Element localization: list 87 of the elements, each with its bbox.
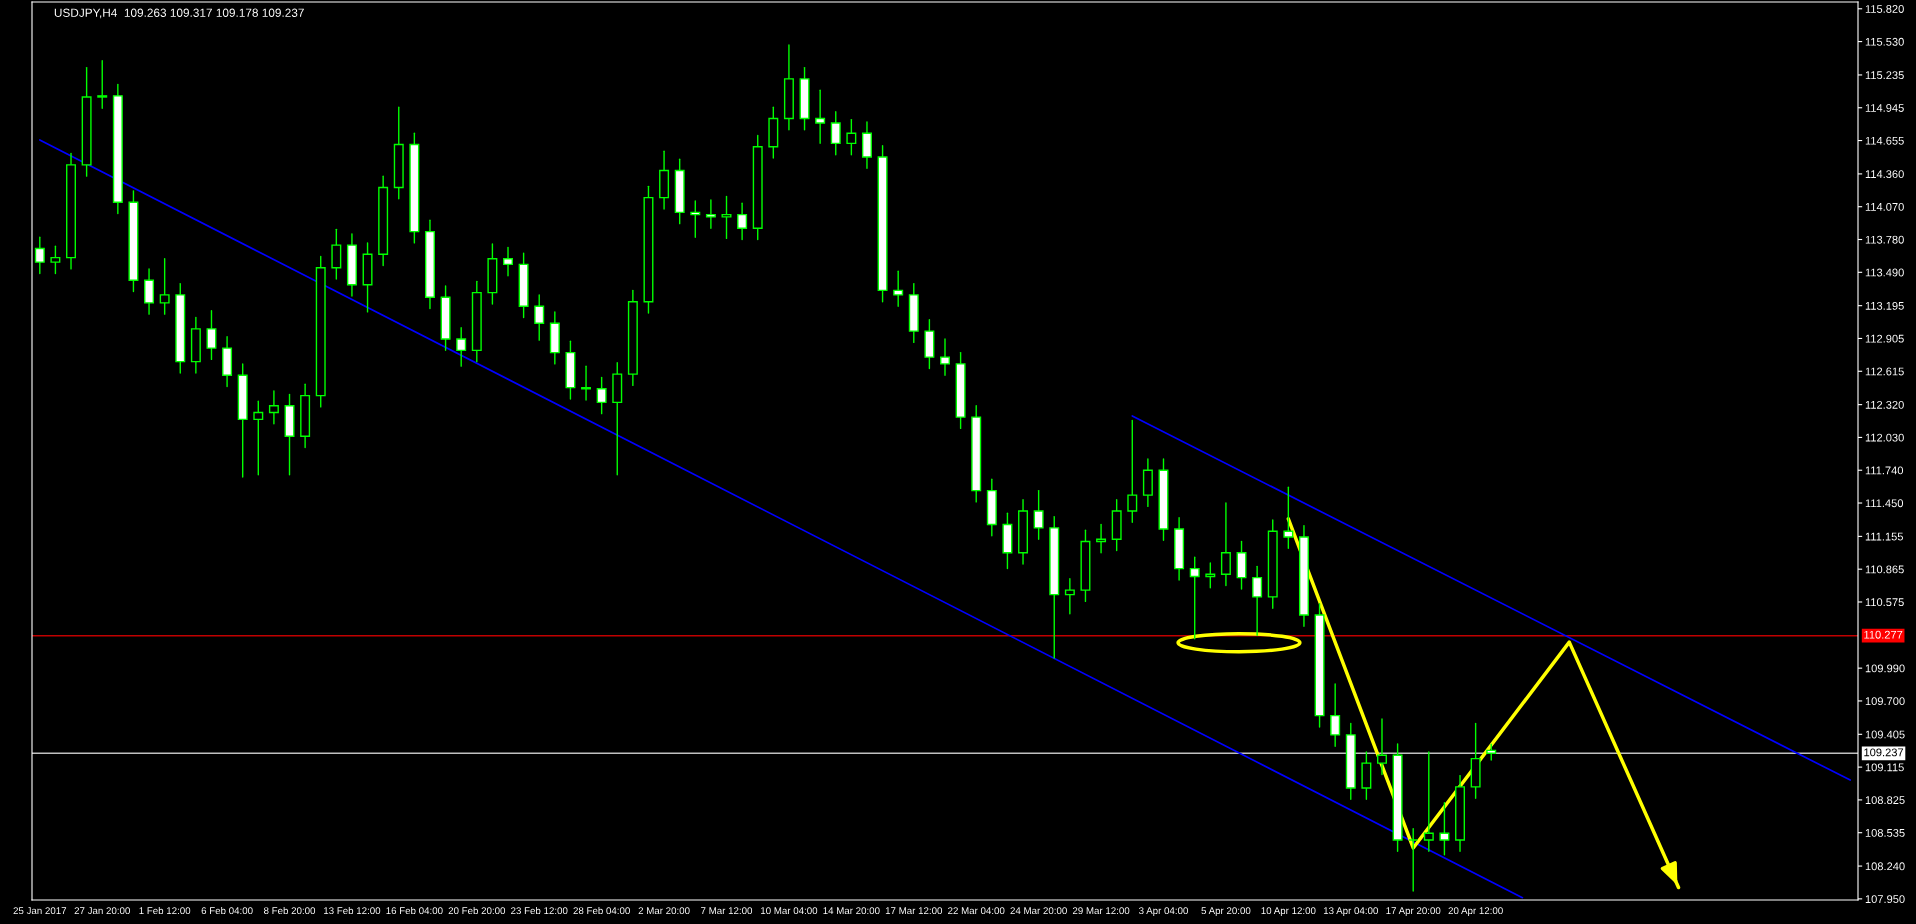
y-tick-label: 107.950 [1865,895,1905,903]
candlestick [1252,565,1263,637]
candlestick [456,327,467,367]
y-tick-label: 112.030 [1865,433,1904,442]
x-tick-label: 7 Mar 12:00 [701,907,753,915]
y-tick-label: 113.780 [1865,235,1904,244]
y-tick-label: 108.825 [1865,796,1905,805]
x-tick-label: 27 Jan 20:00 [74,907,130,915]
x-tick-label: 8 Feb 20:00 [263,906,316,915]
x-tick-label: 13 Feb 12:00 [324,906,381,915]
y-tick-label: 113.195 [1865,301,1904,310]
x-tick-label: 1 Feb 12:00 [139,906,191,915]
y-tick-label: 108.535 [1865,828,1905,837]
y-tick-label: 114.070 [1865,202,1904,211]
candlestick [940,338,950,376]
candlestick [253,400,264,476]
candlestick [268,390,279,425]
y-tick-label: 113.490 [1865,268,1904,277]
candlestick [1283,486,1294,549]
y-tick-label: 111.155 [1865,532,1903,541]
ref-line-label: 110.277 [1864,630,1903,639]
y-tick-label: 112.320 [1865,400,1904,409]
candlestick [705,199,716,229]
x-tick-label: 14 Mar 20:00 [823,907,880,915]
x-tick-label: 29 Mar 12:00 [1072,907,1130,915]
y-tick-label: 110.575 [1865,598,1904,607]
x-tick-label: 25 Jan 2017 [13,907,67,915]
candlestick [50,245,61,275]
candlestick [1377,718,1387,776]
x-tick-label: 5 Apr 20:00 [1201,907,1251,917]
candlestick [1064,578,1075,615]
y-tick-label: 112.615 [1865,367,1904,376]
candlestick [534,294,545,341]
x-tick-label: 17 Apr 20:00 [1386,907,1441,917]
y-tick-label: 114.360 [1865,170,1904,179]
candlestick [1189,556,1200,640]
y-tick-label: 111.450 [1865,499,1904,508]
y-tick-label: 115.530 [1865,37,1904,46]
candlestick [1423,751,1434,853]
y-tick-label: 109.990 [1865,664,1905,673]
candlestick [830,111,841,156]
candlestick [503,246,513,277]
candlestick [144,268,155,315]
y-tick-label: 111.740 [1865,466,1904,475]
candlestick [1220,502,1231,587]
candlestick [1033,489,1044,540]
x-tick-label: 24 Mar 20:00 [1010,907,1067,915]
x-tick-label: 13 Apr 04:00 [1323,907,1378,917]
candlestick [893,270,904,307]
y-tick-label: 114.655 [1865,136,1904,145]
candlestick [846,118,857,156]
candlestick [721,195,732,240]
y-tick-label: 115.235 [1865,71,1904,80]
candlestick [596,376,607,415]
candlestick [331,228,342,280]
y-tick-label: 112.905 [1865,334,1904,343]
candlestick [34,236,45,275]
x-tick-label: 6 Feb 04:00 [201,906,253,915]
chart-title: USDJPY,H4 109.263 109.317 109.178 109.237 [54,8,304,19]
candlestick [1127,419,1138,523]
x-tick-label: 2 Mar 20:00 [638,907,690,915]
x-tick-label: 3 Apr 04:00 [1139,907,1188,917]
x-tick-label: 23 Feb 12:00 [511,906,568,915]
y-tick-label: 109.405 [1865,730,1905,739]
candlestick [737,202,748,241]
y-tick-label: 109.115 [1865,763,1904,772]
candlestick [1330,683,1341,747]
y-tick-label: 114.945 [1865,104,1904,112]
x-tick-label: 10 Mar 04:00 [761,907,818,915]
candlestick [1439,802,1450,856]
ref-line-label: 109.237 [1864,748,1904,757]
y-tick-label: 115.820 [1865,5,1904,13]
x-tick-label: 20 Apr 12:00 [1448,907,1503,917]
x-tick-label: 22 Mar 04:00 [948,907,1005,915]
x-tick-label: 20 Feb 20:00 [448,906,506,915]
candlestick [159,258,170,315]
candlestick [815,89,826,145]
y-tick-label: 109.700 [1865,697,1905,706]
candlestick [861,121,872,169]
candlestick [206,310,217,361]
y-tick-label: 108.240 [1865,862,1905,871]
x-tick-label: 28 Feb 04:00 [573,906,630,915]
x-tick-label: 16 Feb 04:00 [386,906,443,915]
x-tick-label: 10 Apr 12:00 [1261,907,1316,917]
y-tick-label: 110.865 [1865,565,1904,574]
candlestick [97,60,108,110]
x-tick-label: 17 Mar 12:00 [885,907,943,915]
